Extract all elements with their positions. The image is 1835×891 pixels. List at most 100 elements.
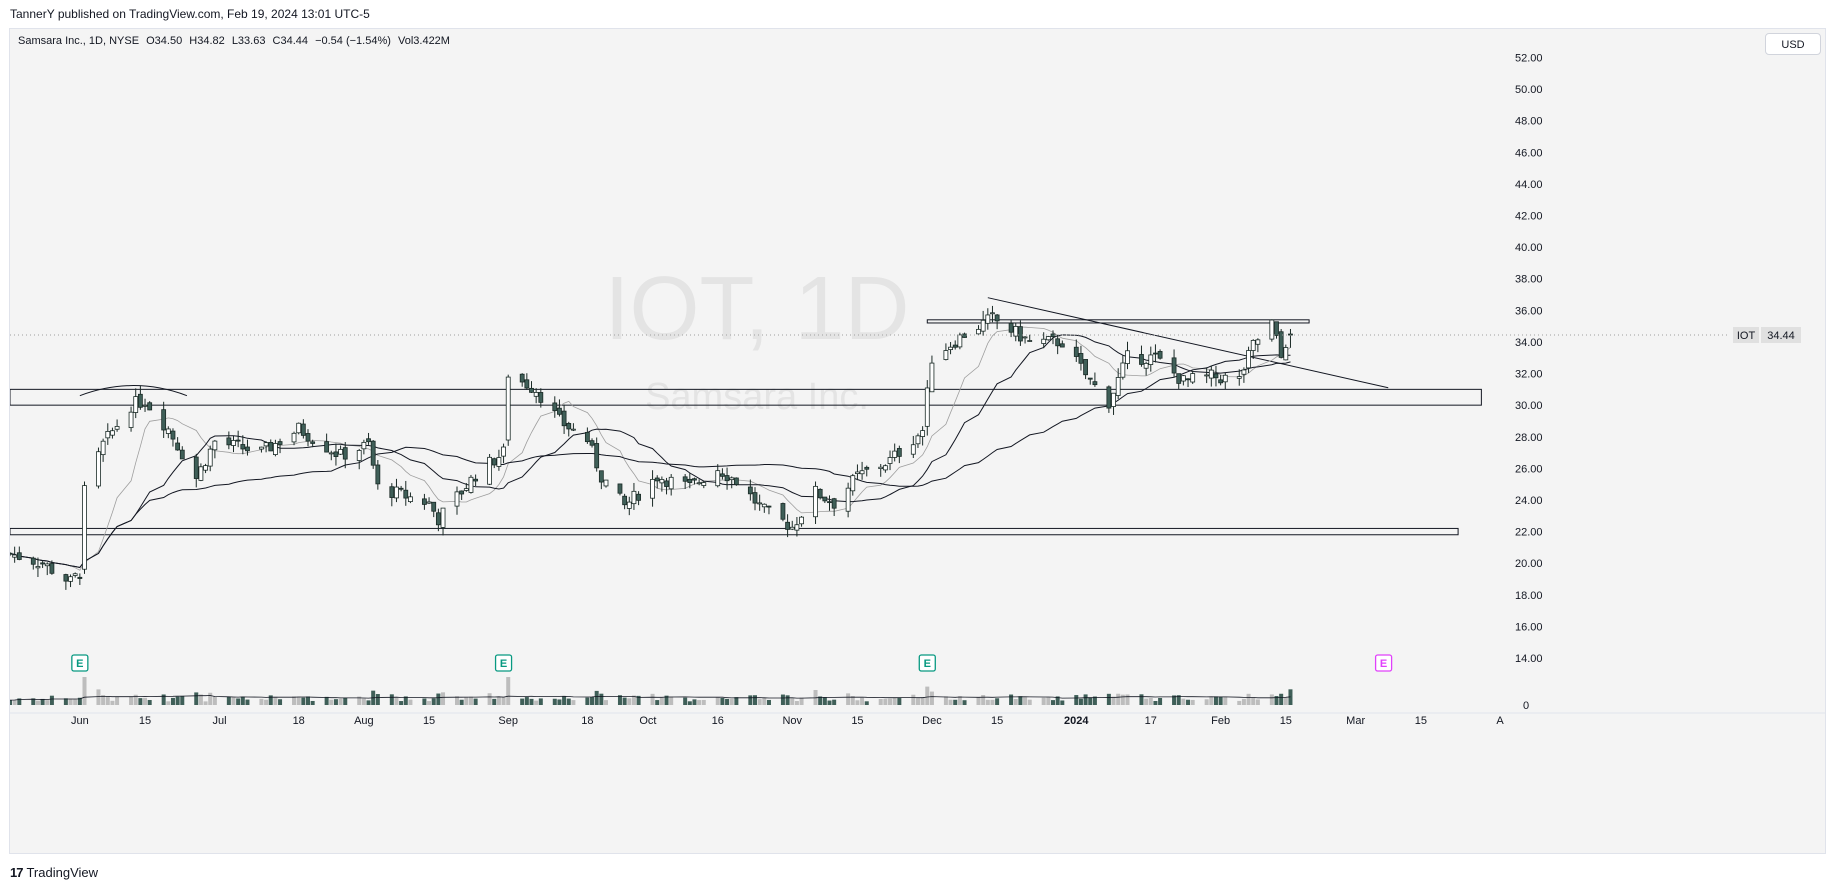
candle-body <box>240 444 246 450</box>
earnings-icon-glyph: E <box>924 658 931 670</box>
candle <box>990 305 995 323</box>
future-earnings-icon[interactable]: E <box>1374 654 1393 672</box>
horizontal-zone[interactable] <box>926 319 1310 324</box>
volume-bar <box>324 696 329 705</box>
arc-drawing[interactable] <box>79 385 188 397</box>
footer-brand[interactable]: TradingView <box>26 865 99 880</box>
volume-bar <box>534 700 539 705</box>
candle-body <box>110 430 115 436</box>
candle <box>557 399 562 417</box>
candle <box>780 502 786 522</box>
volume-bar <box>1009 694 1014 705</box>
volume-bar <box>329 699 334 705</box>
candle <box>198 463 204 482</box>
earnings-icon[interactable]: E <box>494 654 513 672</box>
candle <box>892 443 898 462</box>
volume-bar <box>925 686 930 705</box>
candle-body <box>170 430 176 440</box>
candle <box>459 490 465 500</box>
earnings-icon-glyph: E <box>500 658 507 670</box>
candle <box>598 470 604 490</box>
volume-bar <box>1111 696 1116 705</box>
volume-bar <box>981 695 986 705</box>
candle <box>389 483 395 507</box>
time-axis[interactable]: Jun 15 Jul 18 Aug 15 Sep 18 Oct 16 Nov 15 Dec 15 2024 1… <box>10 712 1826 727</box>
volume-bar <box>622 697 627 705</box>
candle <box>910 435 916 459</box>
candle-body <box>1269 319 1275 340</box>
candle-body <box>226 437 232 446</box>
candle <box>668 474 674 496</box>
volume-bar <box>1269 694 1274 705</box>
candle <box>757 494 763 511</box>
candle <box>338 445 343 456</box>
candle-body <box>1073 346 1079 357</box>
volume-bar <box>627 698 632 705</box>
candle-body <box>114 426 120 430</box>
volume-bar <box>529 698 534 705</box>
volume-bar <box>864 701 869 705</box>
candle-body <box>557 407 562 415</box>
candle-body <box>49 563 55 574</box>
volume-bar <box>240 696 245 705</box>
candle <box>77 573 83 585</box>
tradingview-logo-icon[interactable]: 17 <box>10 865 24 880</box>
horizontal-zone[interactable] <box>10 388 1482 406</box>
volume-bar <box>278 699 283 705</box>
candle <box>943 343 949 361</box>
candle <box>729 476 735 489</box>
earnings-icon[interactable]: E <box>71 654 89 672</box>
volume-bar <box>1246 693 1251 705</box>
time-tick-label: Jun <box>71 715 89 727</box>
volume-bar <box>226 696 231 705</box>
price-chart[interactable]: IOT, 1D Samsara Inc. 14.00 16.00 18.00 20.0… <box>10 29 1826 854</box>
legend-close: C34.44 <box>272 35 309 47</box>
candle-body <box>12 554 18 558</box>
volume-bar <box>408 699 413 705</box>
price-tick-label: 20.00 <box>1515 558 1543 570</box>
candle <box>226 431 232 450</box>
candle-body <box>752 492 758 504</box>
chart-pane[interactable]: IOT, 1D Samsara Inc. 14.00 16.00 18.00 20.0… <box>9 28 1826 854</box>
volume-bar <box>1116 693 1121 705</box>
candle <box>175 437 181 451</box>
candle <box>952 340 958 350</box>
price-tick-label: 44.00 <box>1515 179 1543 191</box>
candle-body <box>273 443 278 455</box>
candle <box>300 419 306 439</box>
time-tick-label: 15 <box>991 715 1003 727</box>
drawings[interactable] <box>10 297 1482 536</box>
candle <box>626 496 632 516</box>
candle-body <box>30 557 36 565</box>
candle-body <box>519 373 525 383</box>
candle <box>976 325 981 336</box>
legend-low: L33.63 <box>231 35 266 47</box>
candle <box>203 463 208 474</box>
candle <box>128 406 134 432</box>
candle-body <box>175 442 181 451</box>
horizontal-zone[interactable] <box>10 527 1459 536</box>
candle-body <box>1153 352 1158 355</box>
candle-body <box>720 473 725 477</box>
candle <box>561 404 567 434</box>
candle-body <box>529 387 534 393</box>
candle-body <box>1246 350 1251 369</box>
candle-body <box>561 410 567 427</box>
volume-bar <box>161 694 166 705</box>
volume-bar <box>1237 700 1242 705</box>
candle <box>142 398 148 412</box>
candle <box>789 520 795 531</box>
trend-line[interactable] <box>987 297 1389 389</box>
candle <box>1111 392 1116 415</box>
price-axis[interactable]: 14.00 16.00 18.00 20.00 22.00 24.00 26.00 28.00… <box>1515 52 1543 712</box>
candle <box>496 449 502 471</box>
candle-body <box>780 503 786 520</box>
currency-button[interactable]: USD <box>1765 33 1821 55</box>
candle <box>505 374 511 446</box>
candle-body <box>957 334 963 348</box>
candle-body <box>1204 374 1210 377</box>
candle <box>40 561 45 568</box>
candle-body <box>910 444 916 455</box>
earnings-icon[interactable]: E <box>918 654 936 672</box>
